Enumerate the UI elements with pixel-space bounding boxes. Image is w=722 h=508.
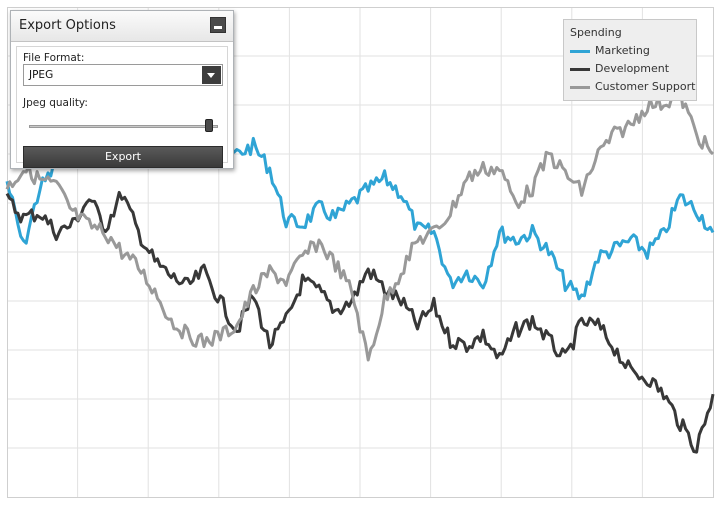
- series-line-customer-support: [5, 87, 715, 362]
- legend-swatch-development: [570, 68, 590, 71]
- legend-label-customer-support: Customer Support: [595, 80, 696, 93]
- file-format-value: JPEG: [29, 69, 54, 81]
- legend-title: Spending: [570, 26, 622, 39]
- legend-label-marketing: Marketing: [595, 44, 650, 57]
- jpeg-quality-label: Jpeg quality:: [23, 97, 88, 109]
- legend-label-development: Development: [595, 62, 670, 75]
- caret-down-icon[interactable]: [202, 66, 221, 84]
- panel-header[interactable]: Export Options: [11, 11, 233, 42]
- export-options-panel: Export Options File Format: JPEG Jpeg qu…: [10, 10, 234, 169]
- minimize-icon[interactable]: [210, 17, 226, 33]
- file-format-select[interactable]: JPEG: [23, 64, 223, 86]
- file-format-label: File Format:: [23, 52, 85, 64]
- chart-legend: Spending Marketing Development Customer …: [563, 19, 697, 101]
- plot-area-border: [7, 7, 714, 498]
- export-button[interactable]: Export: [23, 146, 223, 168]
- panel-title: Export Options: [19, 18, 116, 33]
- legend-swatch-customer-support: [570, 86, 590, 89]
- jpeg-quality-slider-thumb[interactable]: [204, 119, 213, 132]
- jpeg-quality-slider-track[interactable]: [29, 125, 218, 128]
- legend-swatch-marketing: [570, 50, 590, 53]
- series-line-development: [5, 190, 715, 454]
